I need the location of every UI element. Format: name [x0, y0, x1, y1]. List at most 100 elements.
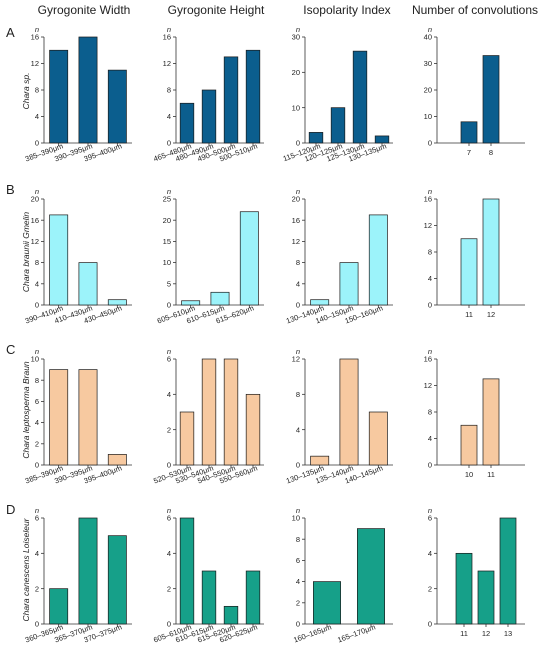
bar-d1-3	[107, 535, 127, 625]
bar-d2-1	[179, 517, 195, 625]
y-axis-label: n	[428, 347, 432, 356]
y-tick-label: 0	[428, 301, 432, 310]
x-category-label: 11	[465, 310, 473, 319]
y-tick-label: 20	[163, 216, 171, 225]
species-label-d: Chara canescens Loiseleur	[21, 517, 31, 621]
y-tick-label: 12	[292, 237, 300, 246]
panel-c4: n 0 4 8 12 16 10 11	[424, 347, 525, 479]
y-tick-label: 4	[167, 112, 171, 121]
y-axis-label: n	[296, 347, 300, 356]
y-tick-label: 4	[35, 112, 39, 121]
y-axis-label: n	[167, 347, 171, 356]
y-axis-label: n	[296, 506, 300, 515]
x-category-label: 13	[504, 629, 512, 638]
y-tick-label: 0	[167, 139, 171, 148]
y-tick-label: 10	[292, 103, 300, 112]
y-tick-label: 4	[35, 418, 39, 427]
y-tick-label: 4	[296, 425, 300, 434]
y-axis-label: n	[296, 187, 300, 196]
bar-d3-2	[357, 528, 385, 625]
y-tick-label: 2	[428, 584, 432, 593]
bar-d4-1	[455, 552, 473, 625]
y-tick-label: 0	[35, 461, 39, 470]
y-tick-label: 30	[424, 59, 432, 68]
y-tick-label: 2	[167, 584, 171, 593]
y-tick-label: 4	[167, 549, 171, 558]
y-tick-label: 0	[296, 301, 300, 310]
panel-a4: n 0 10 20 30 40 7 8	[424, 25, 525, 157]
y-tick-label: 12	[424, 221, 432, 230]
y-tick-label: 2	[35, 584, 39, 593]
y-axis-label: n	[35, 25, 39, 34]
column-title-convolutions: Number of convolutions	[412, 3, 538, 17]
y-tick-label: 4	[296, 279, 300, 288]
bar-a4-1	[460, 121, 478, 144]
y-tick-label: 10	[292, 514, 300, 523]
y-tick-label: 10	[163, 258, 171, 267]
y-tick-label: 10	[424, 112, 432, 121]
bar-c2-2	[201, 358, 217, 466]
y-tick-label: 0	[296, 139, 300, 148]
bar-c3-2	[339, 358, 359, 466]
bar-b3-3	[368, 214, 388, 306]
y-tick-label: 4	[296, 577, 300, 586]
y-tick-label: 15	[163, 237, 171, 246]
y-axis-label: n	[428, 25, 432, 34]
y-tick-label: 20	[31, 195, 39, 204]
bar-c2-3	[223, 358, 239, 466]
bar-d1-2	[78, 517, 98, 625]
y-tick-label: 4	[428, 434, 432, 443]
bar-b2-2	[210, 291, 230, 306]
panel-c2: n0246520–530μm530–540μm540–550μm550–560μ…	[152, 347, 264, 485]
column-title-height: Gyrogonite Height	[168, 3, 265, 17]
bar-a1-2	[78, 36, 98, 144]
y-tick-label: 6	[35, 397, 39, 406]
y-tick-label: 6	[296, 556, 300, 565]
bar-d4-2	[477, 570, 495, 625]
column-title-width: Gyrogonite Width	[38, 3, 131, 17]
bar-a3-3	[352, 50, 368, 144]
y-tick-label: 0	[428, 139, 432, 148]
bar-a2-1	[179, 102, 195, 144]
y-tick-label: 8	[428, 408, 432, 417]
y-axis-label: n	[167, 187, 171, 196]
species-label-a: Chara sp.	[21, 73, 31, 110]
y-tick-label: 20	[424, 86, 432, 95]
y-tick-label: 0	[296, 461, 300, 470]
panels: n0481216385–390μm390–395μm395–400μmn0481…	[24, 25, 525, 644]
y-tick-label: 40	[424, 33, 432, 42]
y-tick-label: 8	[167, 86, 171, 95]
y-tick-label: 5	[167, 279, 171, 288]
y-tick-label: 4	[35, 279, 39, 288]
y-axis-label: n	[35, 347, 39, 356]
panel-d2: n0246605–610μm610–615μm615–620μm620–625μ…	[152, 506, 264, 644]
y-tick-label: 0	[35, 620, 39, 629]
y-tick-label: 4	[428, 549, 432, 558]
column-titles: Gyrogonite Width Gyrogonite Height Isopo…	[38, 3, 538, 17]
y-tick-label: 16	[31, 33, 39, 42]
bar-b2-3	[239, 211, 259, 306]
y-axis-label: n	[167, 25, 171, 34]
x-category-label: 7	[467, 148, 471, 157]
bar-c2-4	[245, 393, 261, 466]
y-tick-label: 16	[31, 216, 39, 225]
y-tick-label: 8	[296, 258, 300, 267]
y-axis-label: n	[428, 506, 432, 515]
bar-b4-1	[460, 238, 478, 306]
y-tick-label: 2	[167, 425, 171, 434]
y-tick-label: 0	[428, 461, 432, 470]
y-tick-label: 12	[31, 59, 39, 68]
y-tick-label: 10	[31, 355, 39, 364]
bar-c4-1	[460, 424, 478, 466]
bar-a1-1	[49, 49, 69, 144]
y-tick-label: 6	[428, 514, 432, 523]
y-tick-label: 8	[296, 535, 300, 544]
y-tick-label: 6	[167, 355, 171, 364]
bar-a2-3	[223, 56, 239, 144]
panel-d4: n 0 2 4 6 11 12 13	[428, 506, 525, 638]
